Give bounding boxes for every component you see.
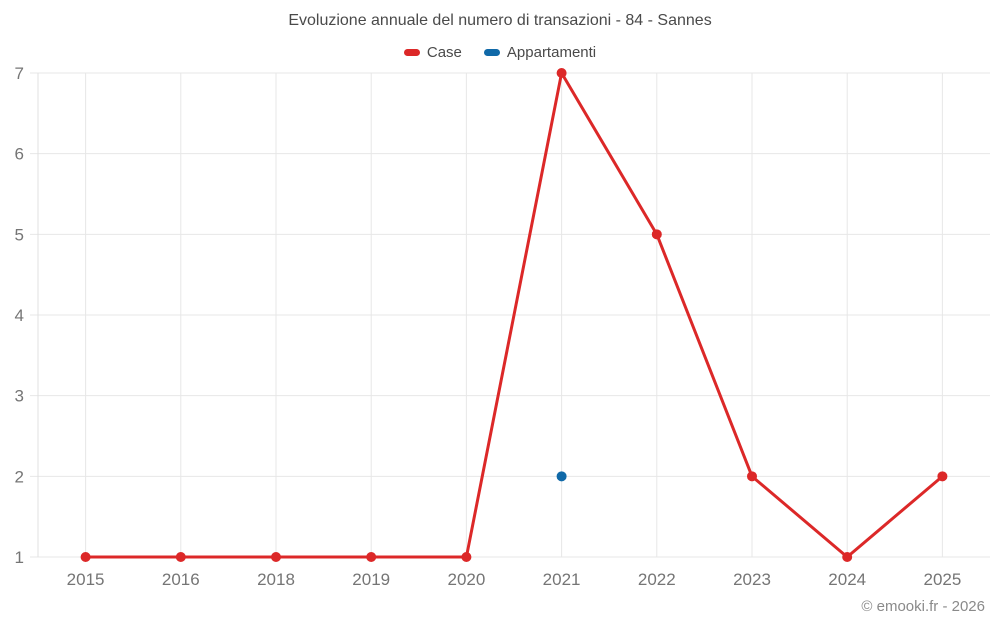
legend-item-appartamenti[interactable]: Appartamenti <box>483 44 597 61</box>
legend-item-case[interactable]: Case <box>403 44 462 61</box>
data-point-case-2025[interactable] <box>937 471 948 482</box>
x-tick-label: 2020 <box>447 570 485 589</box>
x-tick-label: 2018 <box>257 570 295 589</box>
chart-title: Evoluzione annuale del numero di transaz… <box>288 12 712 29</box>
data-point-case-2015[interactable] <box>80 552 91 562</box>
x-tick-label: 2019 <box>352 570 390 589</box>
y-tick-label: 6 <box>15 145 24 164</box>
legend-label-case: Case <box>426 44 462 61</box>
case-legend-swatch-icon <box>403 49 420 56</box>
appartamenti-legend-swatch-icon <box>483 49 500 56</box>
x-tick-label: 2016 <box>162 570 200 589</box>
y-tick-label: 3 <box>15 387 24 406</box>
x-tick-label: 2021 <box>543 570 581 589</box>
data-point-case-2023[interactable] <box>747 471 757 482</box>
data-point-appartamenti-2021[interactable] <box>556 471 567 482</box>
y-tick-label: 1 <box>15 548 24 567</box>
series-line-case <box>84 71 944 559</box>
x-tick-label: 2022 <box>638 570 676 589</box>
x-tick-label: 2024 <box>828 570 866 589</box>
y-tick-label: 7 <box>15 64 24 83</box>
data-point-case-2021[interactable] <box>556 68 567 78</box>
credit-text: © emooki.fr - 2026 <box>861 598 985 615</box>
x-tick-label: 2023 <box>733 570 771 589</box>
x-tick-label: 2025 <box>923 570 961 589</box>
y-tick-label: 4 <box>15 306 24 325</box>
data-point-case-2018[interactable] <box>271 552 281 562</box>
y-tick-label: 2 <box>15 467 24 486</box>
data-point-case-2020[interactable] <box>461 552 472 562</box>
x-tick-label: 2015 <box>67 570 105 589</box>
data-point-case-2022[interactable] <box>651 229 662 240</box>
data-point-case-2019[interactable] <box>366 552 377 562</box>
data-point-case-2024[interactable] <box>842 552 853 562</box>
data-point-case-2016[interactable] <box>175 552 186 562</box>
legend-label-appartamenti: Appartamenti <box>506 44 597 61</box>
legend: Case Appartamenti <box>0 44 1000 61</box>
y-tick-label: 5 <box>15 225 24 244</box>
